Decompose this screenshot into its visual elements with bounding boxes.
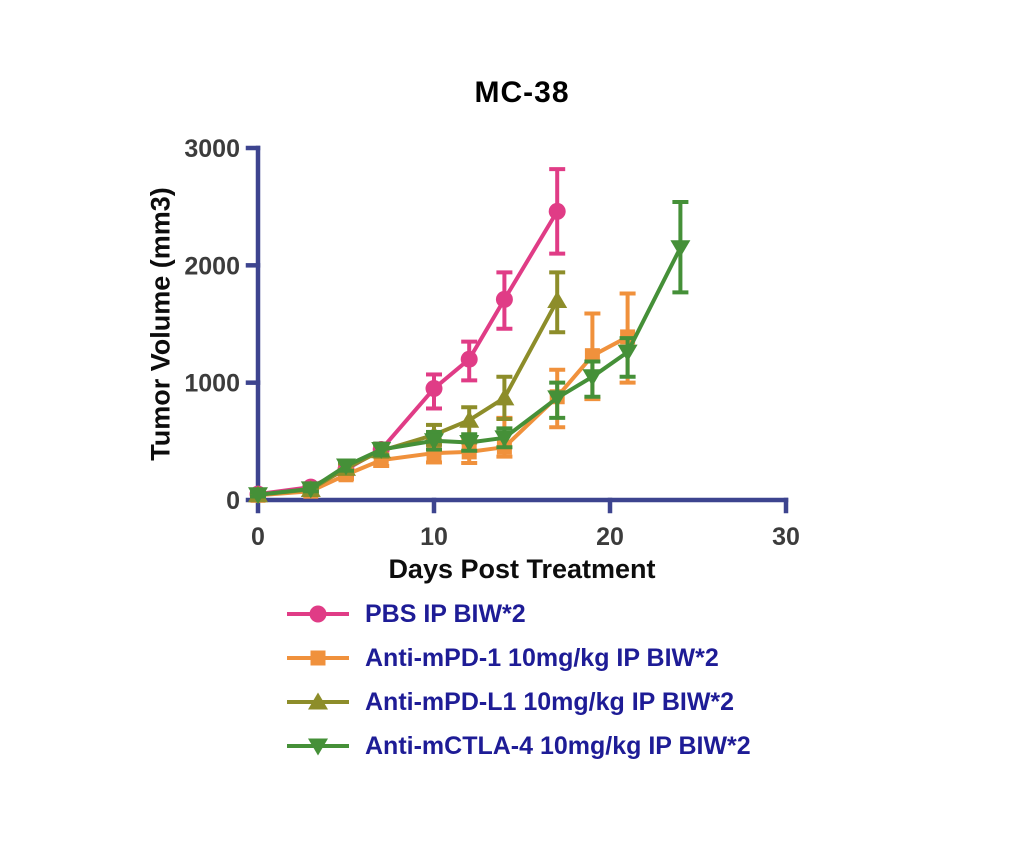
y-tick-label: 1000 bbox=[184, 370, 240, 398]
error-bars-pbs bbox=[250, 167, 566, 499]
series-anti-mctla-4 bbox=[248, 199, 691, 505]
series-line-anti-mpd-1 bbox=[257, 335, 629, 498]
error-bars-anti-mpd-l1 bbox=[250, 270, 566, 499]
data-point-circle bbox=[425, 380, 443, 398]
tick-labels: 0 1000 2000 3000 0 10 20 30 bbox=[184, 135, 800, 551]
series-anti-mpd-l1 bbox=[248, 270, 568, 503]
y-tick-label: 0 bbox=[226, 487, 240, 515]
legend-marker-square-icon bbox=[287, 650, 349, 666]
data-point-triangle-down bbox=[459, 435, 480, 453]
data-point-triangle-down bbox=[336, 458, 356, 476]
legend-label: Anti-mPD-L1 10mg/kg IP BIW*2 bbox=[365, 687, 735, 716]
data-point-triangle-down bbox=[300, 481, 321, 499]
series-anti-mpd-1 bbox=[250, 291, 636, 503]
legend-marker-triangle-down-icon bbox=[287, 738, 349, 756]
chart-title: MC-38 bbox=[474, 76, 570, 109]
series-pbs bbox=[249, 167, 566, 503]
axes bbox=[245, 145, 789, 514]
data-point-circle bbox=[495, 290, 513, 308]
data-point-triangle-up bbox=[494, 388, 515, 406]
legend-item-anti-mpd-1: Anti-mPD-1 10mg/kg IP BIW*2 bbox=[285, 636, 751, 680]
data-point-circle bbox=[548, 202, 566, 220]
series-line-pbs bbox=[257, 210, 559, 497]
x-tick-label: 30 bbox=[772, 523, 800, 551]
data-point-triangle-down bbox=[248, 487, 268, 505]
legend-item-pbs: PBS IP BIW*2 bbox=[285, 592, 751, 636]
data-point-triangle-up bbox=[308, 692, 328, 710]
data-point-triangle-down bbox=[547, 390, 568, 408]
legend-item-anti-mpd-l1: Anti-mPD-L1 10mg/kg IP BIW*2 bbox=[285, 680, 751, 724]
data-point-square bbox=[584, 348, 600, 364]
legend-marker-triangle-up-icon bbox=[287, 692, 349, 710]
data-point-circle bbox=[460, 350, 478, 368]
data-point-triangle-down bbox=[582, 369, 603, 387]
x-tick-label: 20 bbox=[596, 523, 624, 551]
data-point-triangle-down bbox=[494, 430, 515, 448]
data-point-square bbox=[310, 650, 326, 666]
data-point-triangle-down bbox=[308, 738, 328, 756]
legend-marker-circle-icon bbox=[287, 605, 349, 623]
x-tick-label: 10 bbox=[420, 523, 448, 551]
legend: PBS IP BIW*2 Anti-mPD-1 10mg/kg IP BIW*2 A… bbox=[285, 592, 751, 768]
x-axis-label: Days Post Treatment bbox=[388, 554, 656, 584]
legend-label: Anti-mPD-1 10mg/kg IP BIW*2 bbox=[365, 643, 719, 672]
legend-label: Anti-mCTLA-4 10mg/kg IP BIW*2 bbox=[365, 731, 751, 760]
error-bars-anti-mpd-1 bbox=[250, 291, 636, 500]
data-point-triangle-down bbox=[670, 240, 691, 258]
x-tick-label: 0 bbox=[251, 523, 265, 551]
data-point-triangle-down bbox=[424, 433, 444, 451]
data-point-triangle-up bbox=[459, 410, 480, 428]
data-point-circle bbox=[309, 605, 327, 623]
data-point-triangle-down bbox=[371, 442, 392, 460]
data-point-triangle-down bbox=[617, 344, 638, 362]
legend-item-anti-mctla-4: Anti-mCTLA-4 10mg/kg IP BIW*2 bbox=[285, 724, 751, 768]
legend-label: PBS IP BIW*2 bbox=[365, 599, 526, 628]
data-point-triangle-up bbox=[547, 291, 568, 309]
y-tick-label: 3000 bbox=[184, 135, 240, 163]
y-tick-label: 2000 bbox=[184, 252, 240, 280]
